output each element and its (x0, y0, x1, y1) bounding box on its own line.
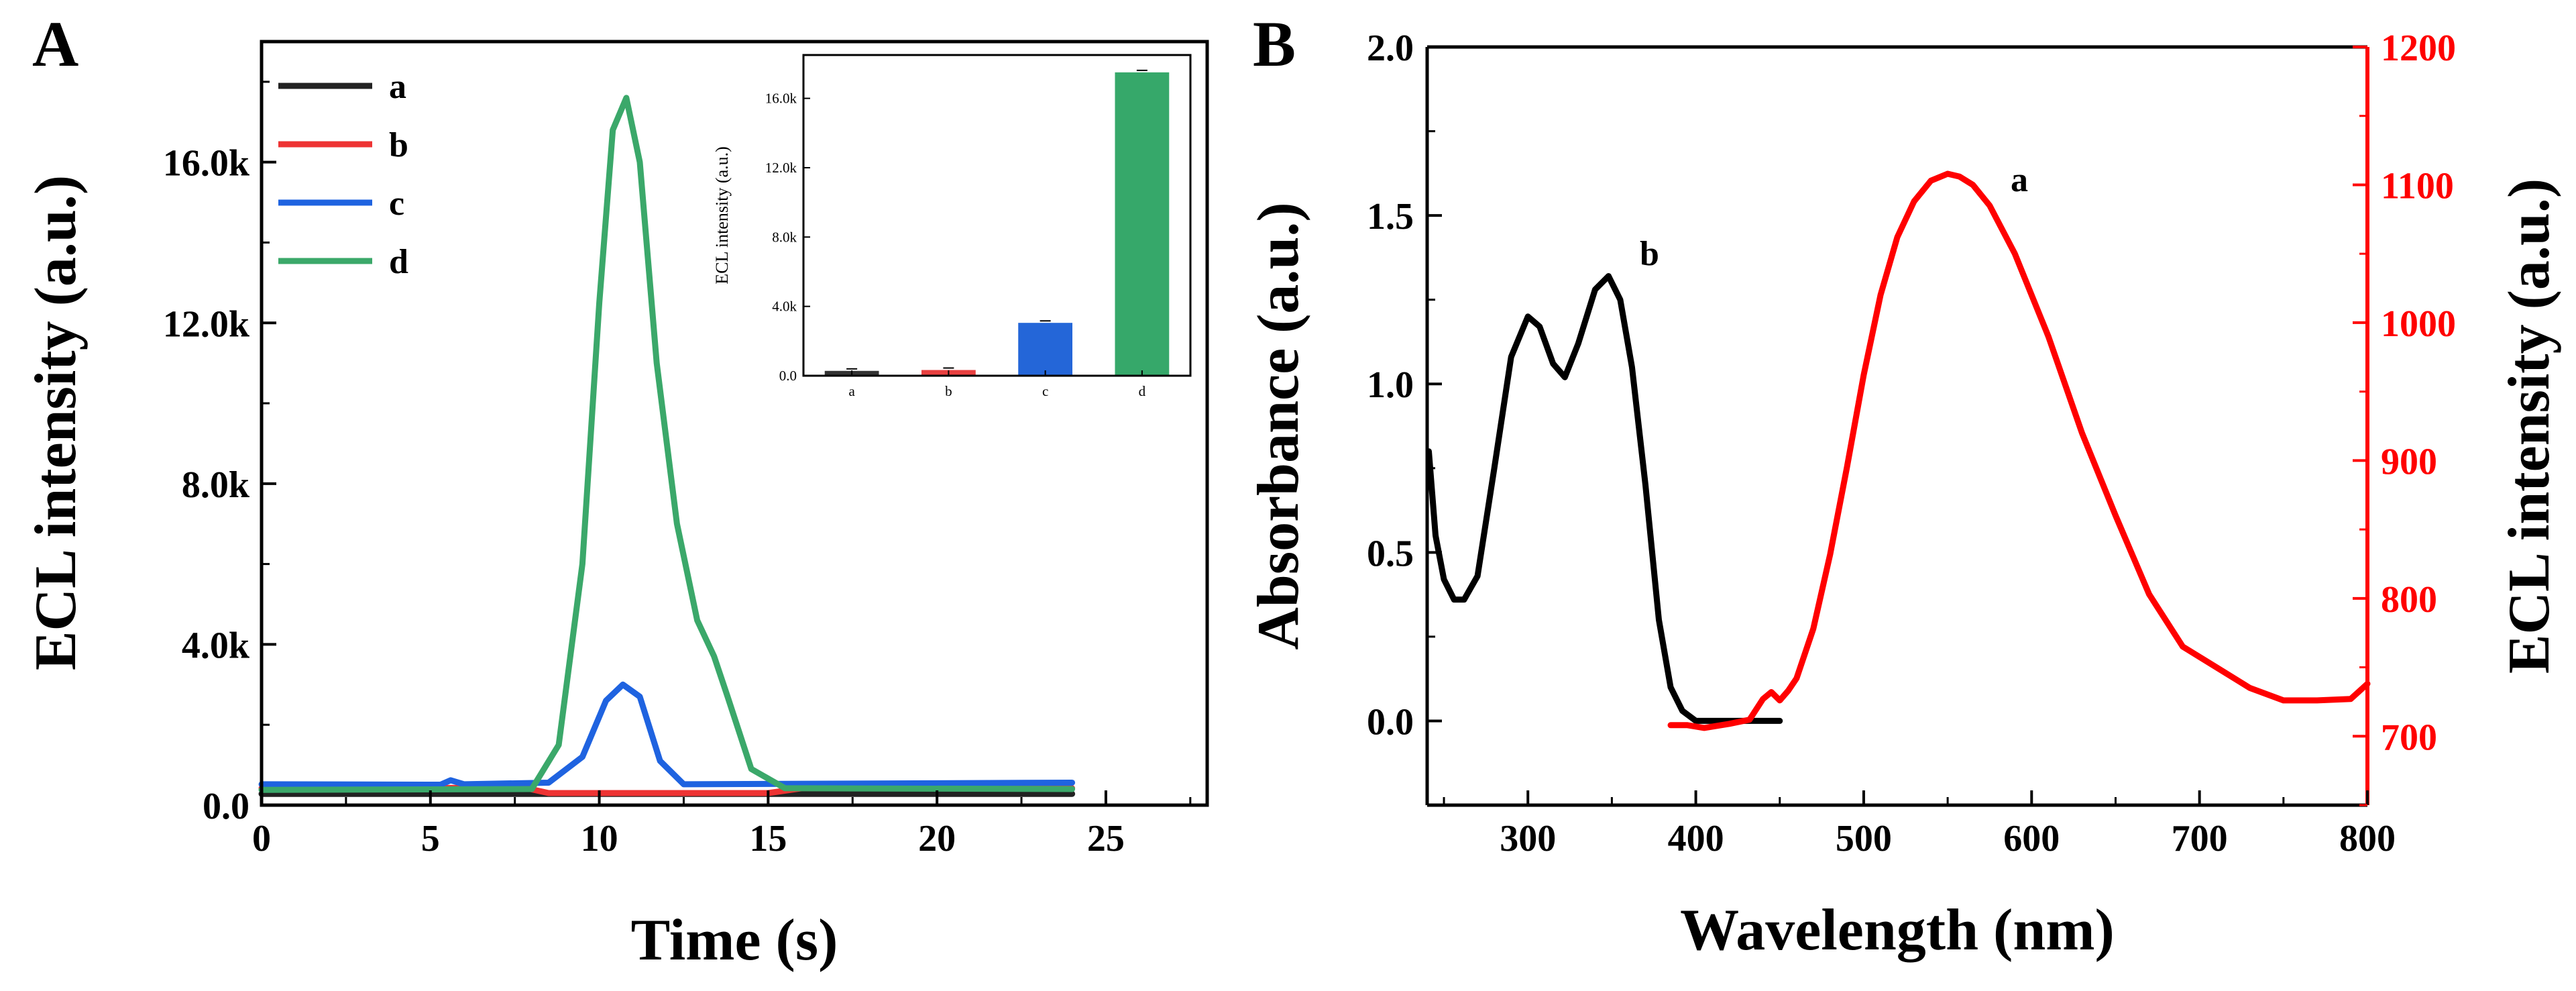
panel-a-ticks: 0 5 10 15 20 25 0.0 4.0k 8.0k 12.0k 16.0k (163, 81, 1192, 859)
y-tick-label: 1.5 (1367, 196, 1414, 238)
series-line-d (258, 95, 1076, 793)
y-tick-label: 4.0k (182, 625, 250, 666)
inset-y-tick-label: 12.0k (765, 160, 797, 176)
x-tick-label: 5 (421, 818, 440, 859)
y-tick-label: 16.0k (163, 143, 250, 185)
x-tick-label: 800 (2339, 818, 2396, 859)
panel-a-ylabel: ECL intensity (a.u.) (23, 175, 89, 670)
panel-b-letter: B (1253, 8, 1296, 80)
inset-x-tick-label: a (848, 383, 855, 399)
y-tick-label: 0.0 (1367, 701, 1414, 743)
panel-b-series (1426, 170, 2371, 731)
panel-b-ylabel-left: Absorbance (a.u.) (1246, 202, 1311, 649)
y-right-tick-label: 800 (2381, 579, 2437, 621)
y-tick-label: 12.0k (163, 303, 250, 345)
inset-y-tick-label: 8.0k (772, 229, 797, 245)
curve-label-a: a (2011, 161, 2028, 199)
inset-bars: 0.0 4.0k 8.0k 12.0k 16.0k a b c d (765, 69, 1170, 399)
series-line-a (1667, 170, 2371, 731)
legend-label-c: c (389, 185, 404, 223)
inset-plot-frame (802, 54, 1192, 377)
inset-bar-c (1018, 323, 1073, 376)
inset-x-tick-label: b (945, 383, 952, 399)
panel-a-legend: a b c d (278, 68, 408, 281)
x-tick-label: 0 (252, 818, 271, 859)
panel-b-xlabel: Wavelength (nm) (1680, 898, 2115, 963)
x-tick-label: 20 (918, 818, 956, 859)
panel-a: A 0 5 10 15 20 25 0.0 4.0k 8.0k 12.0k 16.0k Time (… (23, 8, 1209, 973)
y-right-tick-label: 1100 (2381, 165, 2454, 207)
y-tick-label: 1.0 (1367, 364, 1414, 406)
x-tick-label: 25 (1087, 818, 1125, 859)
series-line-c (258, 681, 1076, 788)
x-tick-label: 15 (749, 818, 787, 859)
y-right-tick-label: 1000 (2381, 303, 2456, 345)
x-tick-label: 700 (2172, 818, 2228, 859)
panel-b-ticks: 300 400 500 600 700 800 0.0 0.5 1.0 1.5 2.0 700 800 9… (1367, 28, 2456, 859)
panel-b: B 300 400 500 600 700 800 0.0 0.5 1.0 1.5 2.0 700 80… (1246, 8, 2562, 963)
inset-bar-d (1115, 72, 1170, 376)
y-tick-label: 2.0 (1367, 28, 1414, 69)
y-right-tick-label: 700 (2381, 717, 2437, 758)
legend-label-d: d (389, 243, 408, 281)
x-tick-label: 300 (1500, 818, 1556, 859)
panel-a-plot-frame (260, 40, 1209, 807)
series-line-b (1426, 273, 1783, 724)
curve-label-b: b (1640, 235, 1659, 273)
inset-y-tick-label: 4.0k (772, 299, 797, 315)
inset-y-tick-label: 0.0 (779, 368, 797, 384)
x-tick-label: 400 (1668, 818, 1724, 859)
legend-label-a: a (389, 68, 406, 106)
y-tick-label: 0.5 (1367, 533, 1414, 574)
y-tick-label: 0.0 (203, 786, 249, 827)
inset-ylabel: ECL intensity (a.u.) (712, 146, 732, 284)
inset-x-tick-label: d (1139, 383, 1146, 399)
y-tick-label: 8.0k (182, 464, 250, 506)
x-tick-label: 600 (2003, 818, 2060, 859)
panel-a-inset: 0.0 4.0k 8.0k 12.0k 16.0k a b c d ECL intensity … (712, 54, 1192, 399)
y-right-tick-label: 1200 (2381, 28, 2456, 69)
x-tick-label: 500 (1836, 818, 1892, 859)
legend-label-b: b (389, 126, 408, 164)
panel-a-letter: A (32, 8, 78, 80)
x-tick-label: 10 (581, 818, 618, 859)
panel-b-ylabel-right: ECL intensity (a.u.) (2497, 178, 2562, 674)
y-right-tick-label: 900 (2381, 441, 2437, 482)
panel-a-xlabel: Time (s) (631, 908, 838, 973)
inset-x-tick-label: c (1042, 383, 1048, 399)
inset-y-tick-label: 16.0k (765, 91, 797, 107)
